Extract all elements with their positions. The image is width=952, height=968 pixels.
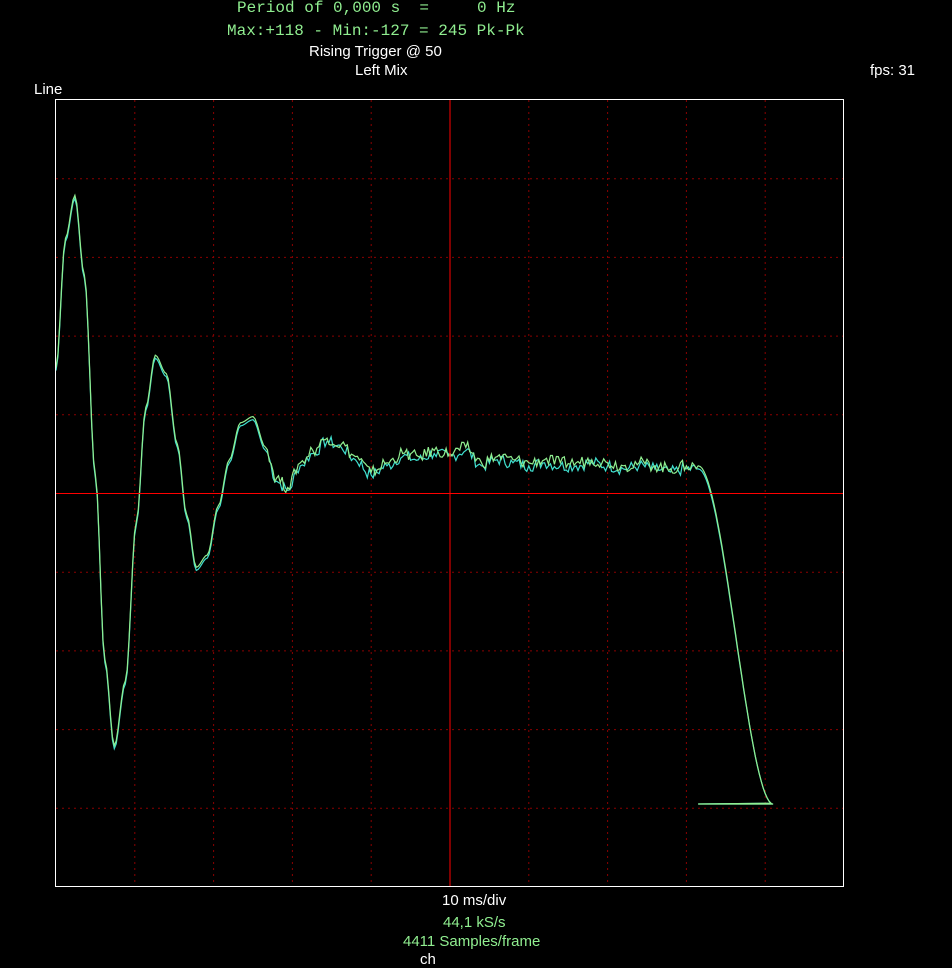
trace-line-2 (55, 193, 774, 805)
trigger-mode-label[interactable]: Rising Trigger @ 50 (309, 43, 442, 60)
channel-label[interactable]: Left Mix (355, 62, 408, 79)
channel-footer-label: ch (420, 951, 436, 968)
scope-frame (55, 99, 844, 887)
fps-counter: fps: 31 (870, 62, 916, 79)
scope-crosshair (56, 100, 844, 887)
timebase-label[interactable]: 10 ms/div (442, 892, 507, 909)
trace-line-1 (55, 196, 774, 805)
sample-rate-label: 44,1 kS/s (443, 914, 506, 931)
draw-mode-label[interactable]: Line (34, 81, 63, 98)
period-readout: Period of 0,000 s = 0 Hz (237, 0, 516, 17)
peak-to-peak-readout: Max:+118 - Min:-127 = 245 Pk-Pk (227, 22, 525, 40)
samples-per-frame-label: 4411 Samples/frame (403, 933, 541, 950)
scope-traces (55, 193, 774, 805)
